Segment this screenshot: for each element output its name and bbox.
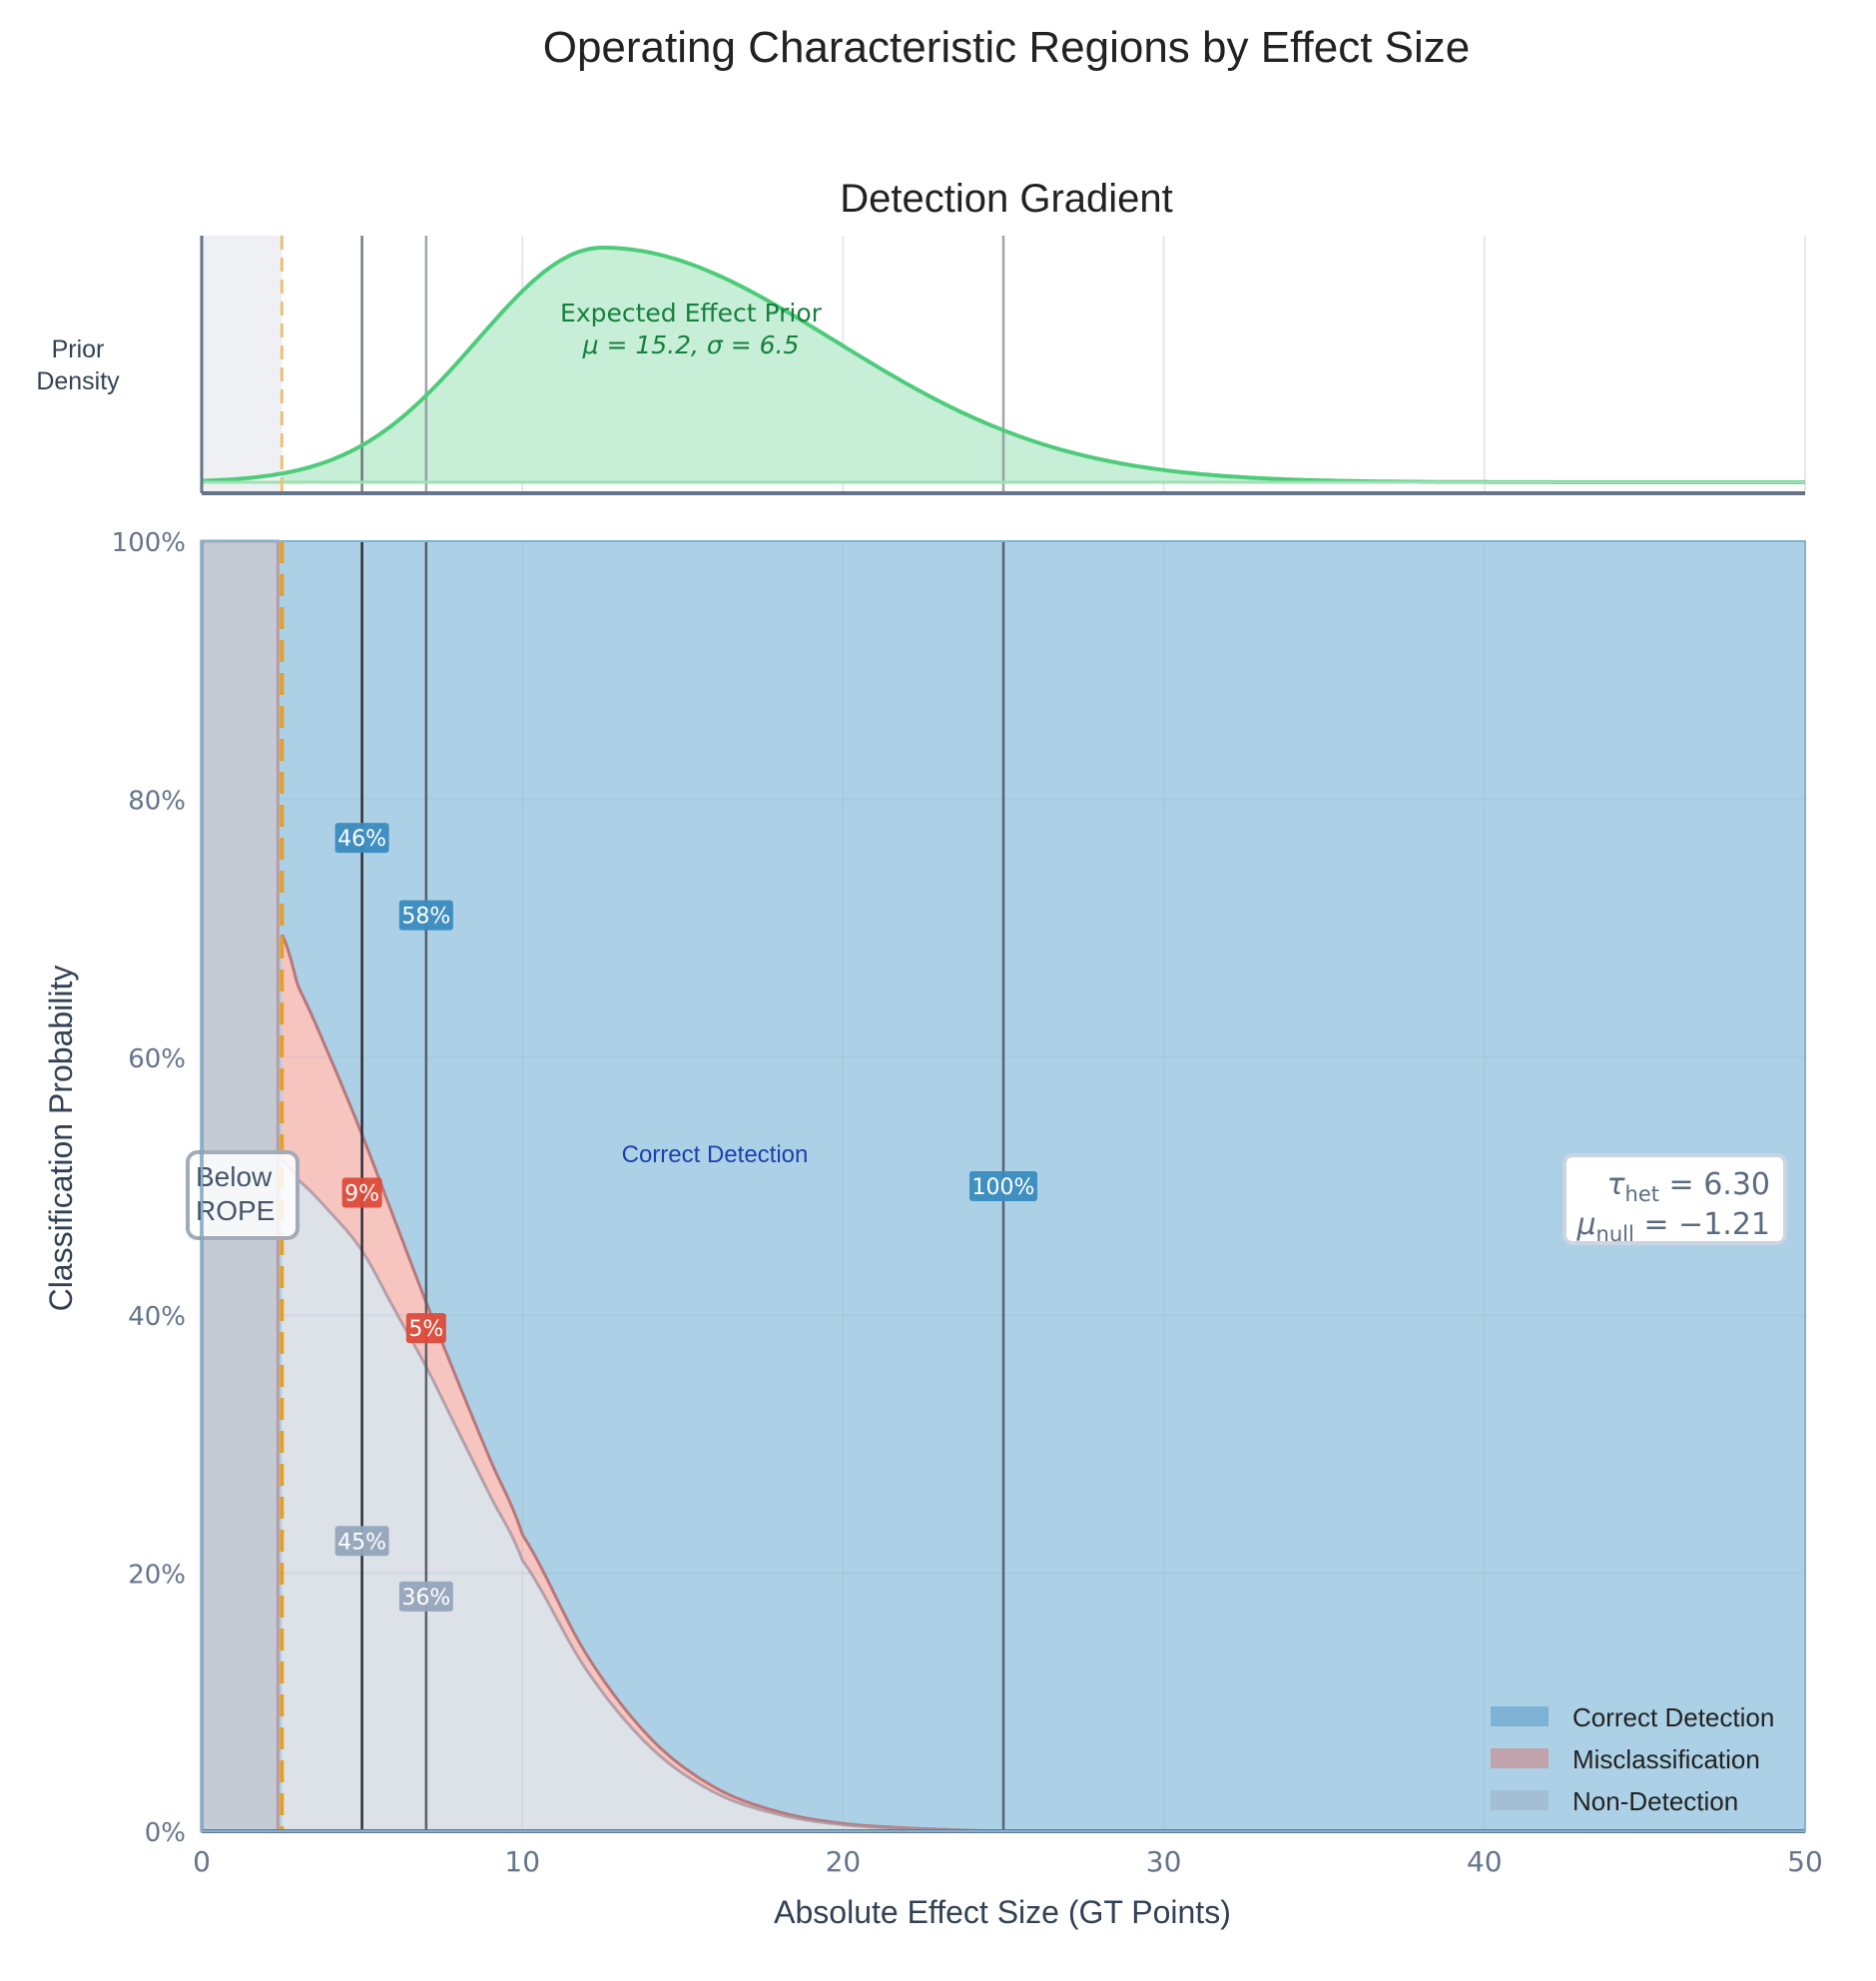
- badge-label: 46%: [337, 827, 386, 852]
- prior-panel-title: Detection Gradient: [840, 177, 1173, 221]
- badge-correct-x25: 100%: [969, 1171, 1037, 1201]
- prior-rope-shade: [202, 236, 283, 493]
- badge-label: 36%: [401, 1586, 450, 1611]
- prior-density-fill: [282, 248, 1805, 482]
- tau-het-stat: τhet = 6.30: [1606, 1167, 1770, 1206]
- badge-misclass-x7: 5%: [405, 1313, 446, 1344]
- y-tick-label: 0%: [145, 1818, 186, 1848]
- prior-marker-lines: [360, 236, 1005, 493]
- badge-nondetect-x7: 36%: [398, 1581, 453, 1612]
- legend-swatch: [1491, 1790, 1549, 1810]
- below-rope-label: Below ROPE: [186, 1150, 300, 1240]
- y-tick-label: 20%: [128, 1561, 186, 1591]
- badge-label: 45%: [337, 1530, 386, 1555]
- x-tick-label: 30: [1146, 1845, 1182, 1878]
- badge-label: 5%: [408, 1317, 443, 1342]
- y-tick-label: 100%: [112, 528, 186, 558]
- y-tick-label: 60%: [128, 1044, 186, 1074]
- badge-label: 9%: [344, 1181, 379, 1206]
- badge-label: 58%: [401, 905, 450, 930]
- badge-nondetect-x5: 45%: [334, 1526, 389, 1557]
- x-tick-labels: 0 10 20 30 40 50: [193, 1845, 1823, 1878]
- below-rope-label-line2: ROPE: [196, 1195, 275, 1226]
- prior-ylabel-line1: Prior: [52, 335, 105, 363]
- x-tick-label: 20: [826, 1845, 862, 1878]
- badge-label: 100%: [972, 1175, 1035, 1200]
- x-tick-label: 10: [504, 1845, 540, 1878]
- plot-right-edge: [201, 540, 1806, 1832]
- probability-badges: 46% 9% 45% 58% 5% 36% 100%: [334, 823, 1037, 1612]
- x-tick-label: 50: [1787, 1845, 1823, 1878]
- legend-label: Correct Detection: [1572, 1702, 1774, 1732]
- y-tick-label: 80%: [128, 786, 186, 816]
- legend-item: Non-Detection: [1491, 1786, 1738, 1816]
- mu-null-stat: μnull = −1.21: [1575, 1207, 1770, 1246]
- prior-annotation-title: Expected Effect Prior: [560, 299, 823, 328]
- prior-ylabel-line2: Density: [36, 367, 120, 395]
- badge-correct-x7: 58%: [398, 900, 453, 931]
- x-axis-label: Absolute Effect Size (GT Points): [774, 1894, 1231, 1930]
- legend-label: Non-Detection: [1572, 1786, 1738, 1816]
- legend-item: Misclassification: [1491, 1744, 1760, 1774]
- legend-swatch: [1491, 1748, 1549, 1768]
- x-tick-label: 0: [193, 1845, 211, 1878]
- legend: Correct Detection Misclassification Non-De…: [1491, 1702, 1774, 1816]
- non-detection-area: [282, 1160, 1805, 1831]
- badge-correct-x5: 46%: [334, 823, 389, 854]
- y-tick-labels: 0% 20% 40% 60% 80% 100%: [112, 528, 186, 1848]
- legend-item: Correct Detection: [1491, 1702, 1774, 1732]
- legend-swatch: [1491, 1706, 1549, 1726]
- figure-title: Operating Characteristic Regions by Effe…: [543, 23, 1471, 72]
- badge-misclass-x5: 9%: [341, 1177, 382, 1208]
- prior-annotation-params: μ = 15.2, σ = 6.5: [582, 330, 800, 359]
- x-tick-label: 40: [1467, 1845, 1503, 1878]
- y-tick-label: 40%: [128, 1302, 186, 1332]
- stats-box: τhet = 6.30 μnull = −1.21: [1563, 1153, 1787, 1246]
- classification-panel: 46%9%45%58%5%36%100% Correct Detection B…: [43, 528, 1823, 1930]
- correct-detection-region-label: Correct Detection: [622, 1141, 809, 1168]
- legend-label: Misclassification: [1572, 1744, 1760, 1774]
- below-rope-label-line1: Below: [196, 1161, 273, 1192]
- prior-density-panel: Detection Gradient Prior Density Expecte…: [36, 177, 1806, 495]
- y-axis-label: Classification Probability: [43, 966, 79, 1312]
